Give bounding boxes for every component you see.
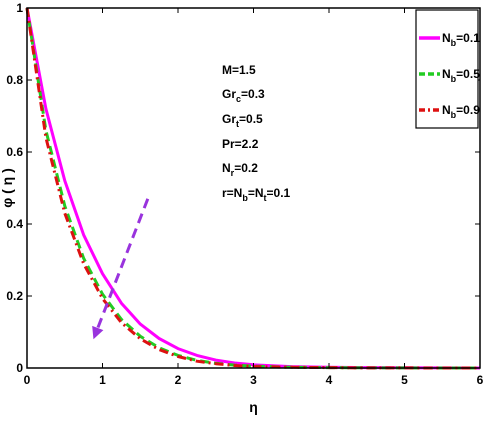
axis-ticks: 0 1 2 3 4 5 6 0 0.2 0.4 0.6 0.8 1 [6,1,483,387]
parameter-annotations: M=1.5 Grc=0.3 Grt=0.5 Pr=2.2 Nr=0.2 r=Nb=Nt=0… [222,63,291,203]
parameter-label: r=Nb=Nt=0.1 [222,186,291,203]
plot-area [27,8,480,368]
parameter-label: Grt=0.5 [222,112,263,129]
x-tick-label: 0 [24,373,31,387]
legend-box [415,9,479,129]
legend: Nb=0.1 Nb=0.5 Nb=0.9 [415,9,480,129]
y-tick-label: 0.4 [6,217,23,231]
x-tick-label: 3 [250,373,257,387]
x-tick-label: 2 [175,373,182,387]
y-tick-label: 0.8 [6,73,23,87]
y-tick-label: 0.2 [6,289,23,303]
arrow-shaft [96,198,150,329]
y-tick-label: 0.6 [6,145,23,159]
legend-entry-label: Nb=0.5 [442,67,480,84]
x-tick-label: 6 [477,373,484,387]
y-tick-label: 1 [16,1,23,15]
y-tick-label: 0 [16,361,23,375]
trend-arrow [92,198,150,340]
y-axis-label: φ ( η ) [0,168,15,208]
series-line [25,7,480,370]
x-tick-label: 1 [99,373,106,387]
parameter-label: Grc=0.3 [222,87,265,104]
legend-entry-label: Nb=0.9 [442,103,480,120]
parameter-label: Nr=0.2 [222,161,258,178]
parameter-label: M=1.5 [222,63,256,77]
arrow-head [92,325,104,340]
x-tick-label: 4 [326,373,333,387]
parameter-label: Pr=2.2 [222,137,259,151]
x-tick-label: 5 [401,373,408,387]
x-axis-label: η [249,399,258,415]
legend-entry-label: Nb=0.1 [442,31,480,48]
